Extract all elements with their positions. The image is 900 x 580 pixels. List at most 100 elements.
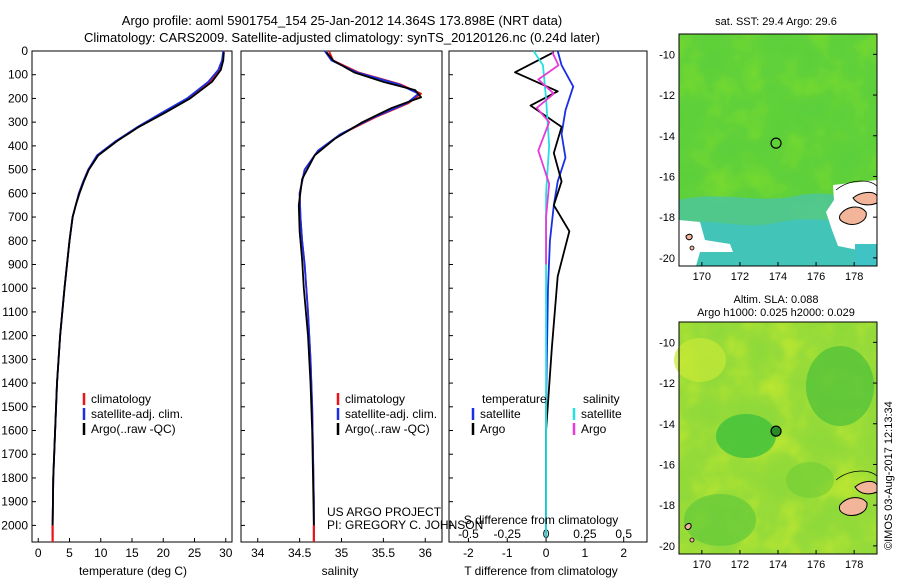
sla-low-center [716, 414, 776, 458]
legend-label-t-satellite: satellite [480, 407, 521, 421]
sla-island-viti-levu [838, 497, 868, 516]
depth-axis: 0 100 200 300 400 500 600 700 800 900 1000 1100 1200… [1, 44, 453, 532]
map-lat-tick-label: -18 [659, 212, 675, 224]
depth-tick-label: 1900 [1, 495, 28, 509]
salinity-legend: climatology satellite-adj. clim. Argo(..… [336, 392, 437, 436]
sst-map-title: sat. SST: 29.4 Argo: 29.6 [715, 16, 837, 28]
project-pi: PI: GREGORY C. JOHNSON [327, 518, 483, 532]
sla-low-southwest [684, 494, 756, 546]
salinity-series [297, 50, 422, 542]
difference-line-satellite [545, 50, 575, 538]
depth-tick-label: 200 [8, 91, 28, 105]
map-lat-tick-label: -20 [659, 541, 675, 553]
s-difference-x-tick-label: -0.5 [458, 527, 479, 541]
temperature-x-axis: 0 5 10 15 20 25 30 [35, 538, 233, 560]
legend-label-argo: Argo(..raw -QC) [345, 422, 430, 436]
legend-header-salinity: salinity [583, 392, 620, 406]
difference-line-argo [514, 51, 571, 526]
salinity-line-argo [297, 51, 422, 526]
figure-title-line-2: Climatology: CARS2009. Satellite-adjuste… [84, 30, 600, 45]
map-lat-tick-label: -10 [659, 49, 675, 61]
s-difference-x-tick-label: 0.5 [615, 527, 632, 541]
legend-label-t-argo: Argo [480, 422, 506, 436]
depth-tick-label: 100 [8, 68, 28, 82]
difference-line-sal_argo [535, 51, 560, 265]
map-lat-tick-label: -14 [659, 419, 675, 431]
temperature-panel-frame [31, 50, 233, 543]
map-lon-tick-label: 178 [845, 271, 863, 283]
map-lon-tick-label: 174 [769, 271, 787, 283]
map-lon-tick-label: 170 [693, 271, 711, 283]
depth-tick-label: 1000 [1, 281, 28, 295]
legend-label-satellite: satellite-adj. clim. [345, 407, 437, 421]
sla-map-title-1: Altim. SLA: 0.088 [734, 294, 819, 306]
sla-map-axes: 170 172 174 176 178 -10 -12 -14 -16 -18 -20 [659, 337, 877, 571]
depth-tick-label: 1800 [1, 471, 28, 485]
sla-islet [689, 537, 695, 543]
map-lon-tick-label: 178 [845, 559, 863, 571]
temperature-x-tick-label: 30 [219, 546, 233, 560]
temperature-x-tick-label: 15 [125, 546, 139, 560]
map-lat-tick-label: -18 [659, 500, 675, 512]
depth-tick-label: 300 [8, 115, 28, 129]
map-lat-tick-label: -12 [659, 90, 675, 102]
map-lat-tick-label: -14 [659, 131, 675, 143]
temperature-series [51, 50, 225, 542]
map-lat-tick-label: -12 [659, 378, 675, 390]
map-lat-tick-label: -16 [659, 459, 675, 471]
depth-tick-label: 0 [21, 44, 28, 58]
map-lat-tick-label: -20 [659, 253, 675, 265]
temperature-x-tick-label: 5 [66, 546, 73, 560]
float-position-marker [770, 137, 782, 149]
temperature-legend: climatology satellite-adj. clim. Argo(..… [82, 392, 183, 436]
temperature-x-tick-label: 10 [94, 546, 108, 560]
depth-tick-label: 2000 [1, 518, 28, 532]
legend-header-temperature: temperature [482, 392, 547, 406]
t-difference-x-tick-label: -2 [463, 546, 474, 560]
depth-tick-label: 900 [8, 257, 28, 271]
salinity-x-label: salinity [322, 564, 359, 578]
sla-low-east [806, 346, 874, 426]
map-lat-tick-label: -16 [659, 171, 675, 183]
legend-label-s-satellite: satellite [581, 407, 622, 421]
depth-tick-label: 800 [8, 234, 28, 248]
sla-map: 170 172 174 176 178 -10 -12 -14 -16 -18 -20 [659, 321, 878, 571]
depth-tick-label: 1200 [1, 329, 28, 343]
map-lon-tick-label: 172 [731, 559, 749, 571]
float-position-marker [770, 425, 782, 437]
salinity-x-tick-label: 35 [335, 546, 349, 560]
sst-island-west [685, 233, 693, 241]
depth-tick-label: 1500 [1, 400, 28, 414]
difference-series [514, 50, 575, 538]
sla-high-northwest [674, 338, 726, 382]
salinity-panel-frame [240, 50, 443, 543]
sla-reef-outline [835, 470, 878, 481]
sst-east-corner-pixels [855, 244, 877, 266]
legend-label-climatology: climatology [91, 392, 151, 406]
depth-tick-label: 1700 [1, 447, 28, 461]
map-lon-tick-label: 170 [693, 559, 711, 571]
t-difference-x-tick-label: -1 [502, 546, 513, 560]
depth-tick-label: 1100 [2, 305, 28, 319]
t-difference-label: T difference from climatology [464, 564, 618, 578]
salinity-x-axis: 34 34.5 35 35.5 36 [251, 538, 432, 560]
sla-map-title-2: Argo h1000: 0.025 h2000: 0.029 [697, 307, 855, 319]
s-difference-x-tick-label: -0.25 [494, 527, 522, 541]
sst-cooler-band [679, 219, 877, 266]
legend-label-s-argo: Argo [581, 422, 607, 436]
sst-missing-data-west [679, 220, 733, 266]
map-lon-tick-label: 174 [769, 559, 787, 571]
sst-map-axes: 170 172 174 176 178 -10 -12 -14 -16 -18 -20 [659, 49, 877, 283]
project-name: US ARGO PROJECT [327, 505, 442, 519]
depth-tick-label: 1300 [1, 352, 28, 366]
temperature-x-tick-label: 20 [157, 546, 171, 560]
map-lon-tick-label: 176 [807, 271, 825, 283]
depth-tick-label: 600 [8, 186, 28, 200]
sst-map: 170 172 174 176 178 -10 -12 -14 -16 -18 -20 [659, 33, 878, 283]
salinity-x-tick-label: 34.5 [288, 546, 312, 560]
depth-tick-label: 1400 [1, 376, 28, 390]
sla-island-west [684, 523, 692, 530]
temperature-x-tick-label: 0 [35, 546, 42, 560]
figure-title-line-1: Argo profile: aoml 5901754_154 25-Jan-20… [122, 13, 562, 28]
